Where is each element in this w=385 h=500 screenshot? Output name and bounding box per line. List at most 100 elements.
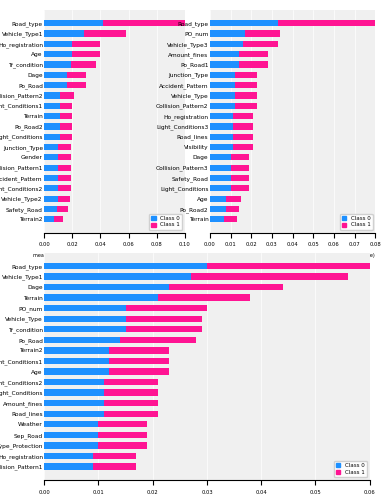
- Bar: [44, 41, 72, 47]
- Bar: [44, 62, 71, 68]
- Bar: [210, 196, 226, 202]
- Bar: [239, 51, 268, 58]
- Bar: [239, 62, 268, 68]
- Bar: [71, 62, 96, 68]
- Bar: [44, 336, 120, 343]
- Bar: [99, 432, 147, 438]
- Bar: [59, 196, 70, 202]
- Bar: [126, 326, 201, 332]
- Bar: [44, 51, 72, 58]
- Bar: [207, 263, 385, 269]
- Bar: [60, 124, 72, 130]
- Bar: [44, 196, 59, 202]
- Bar: [210, 72, 235, 78]
- Bar: [210, 113, 233, 119]
- Bar: [44, 134, 60, 140]
- Bar: [126, 305, 207, 312]
- Bar: [44, 305, 126, 312]
- Bar: [44, 124, 60, 130]
- Bar: [233, 134, 253, 140]
- Bar: [44, 164, 59, 171]
- Bar: [44, 92, 60, 98]
- Bar: [60, 134, 72, 140]
- Bar: [44, 185, 59, 192]
- Bar: [57, 206, 68, 212]
- Bar: [44, 348, 109, 354]
- Bar: [44, 216, 54, 222]
- Bar: [210, 164, 231, 171]
- Bar: [226, 196, 241, 202]
- Bar: [44, 30, 84, 36]
- Bar: [210, 82, 235, 88]
- Bar: [210, 134, 233, 140]
- Bar: [44, 72, 67, 78]
- Bar: [44, 453, 93, 459]
- Bar: [54, 216, 62, 222]
- Bar: [44, 316, 126, 322]
- Bar: [44, 154, 59, 160]
- Bar: [210, 102, 235, 109]
- X-axis label: mean(|SHAP value|) (average impact on model output magnitude): mean(|SHAP value|) (average impact on mo…: [33, 253, 196, 258]
- Bar: [210, 206, 226, 212]
- Bar: [233, 144, 253, 150]
- Legend: Class 0, Class 1: Class 0, Class 1: [149, 214, 182, 230]
- Bar: [210, 51, 239, 58]
- Bar: [67, 82, 86, 88]
- Bar: [84, 30, 126, 36]
- Bar: [59, 144, 71, 150]
- Bar: [210, 62, 239, 68]
- Bar: [210, 154, 231, 160]
- Bar: [44, 464, 93, 469]
- Bar: [44, 82, 67, 88]
- Bar: [169, 284, 283, 290]
- Bar: [60, 102, 72, 109]
- Bar: [44, 274, 191, 280]
- Bar: [226, 206, 239, 212]
- Bar: [210, 185, 231, 192]
- Bar: [44, 113, 60, 119]
- Text: (a): (a): [109, 272, 121, 281]
- Bar: [158, 294, 250, 301]
- Bar: [44, 390, 104, 396]
- Bar: [104, 400, 158, 406]
- Bar: [243, 41, 278, 47]
- Bar: [210, 124, 233, 130]
- Bar: [233, 113, 253, 119]
- Bar: [60, 92, 74, 98]
- Bar: [44, 294, 158, 301]
- Bar: [109, 358, 169, 364]
- Bar: [99, 442, 147, 448]
- Bar: [44, 400, 104, 406]
- Bar: [104, 390, 158, 396]
- Bar: [233, 124, 253, 130]
- Bar: [44, 432, 99, 438]
- Bar: [99, 421, 147, 428]
- Bar: [103, 20, 192, 26]
- Bar: [235, 92, 258, 98]
- Bar: [210, 175, 231, 181]
- Bar: [231, 175, 249, 181]
- Bar: [109, 348, 169, 354]
- Bar: [210, 41, 243, 47]
- Bar: [59, 185, 71, 192]
- Bar: [44, 263, 207, 269]
- Bar: [59, 154, 71, 160]
- Text: (b): (b): [287, 272, 298, 281]
- Bar: [59, 175, 71, 181]
- Bar: [235, 82, 258, 88]
- Bar: [231, 154, 249, 160]
- Bar: [44, 284, 169, 290]
- Bar: [235, 102, 258, 109]
- Bar: [67, 72, 86, 78]
- X-axis label: mean(|SHAP value|) (average impact on model output magnitude): mean(|SHAP value|) (average impact on mo…: [211, 253, 375, 258]
- Bar: [224, 216, 237, 222]
- Bar: [44, 20, 103, 26]
- Bar: [93, 464, 136, 469]
- Bar: [72, 51, 100, 58]
- Bar: [44, 442, 99, 448]
- Bar: [93, 453, 136, 459]
- Bar: [44, 102, 60, 109]
- Bar: [44, 326, 126, 332]
- Bar: [191, 274, 348, 280]
- Legend: Class 0, Class 1: Class 0, Class 1: [334, 461, 367, 477]
